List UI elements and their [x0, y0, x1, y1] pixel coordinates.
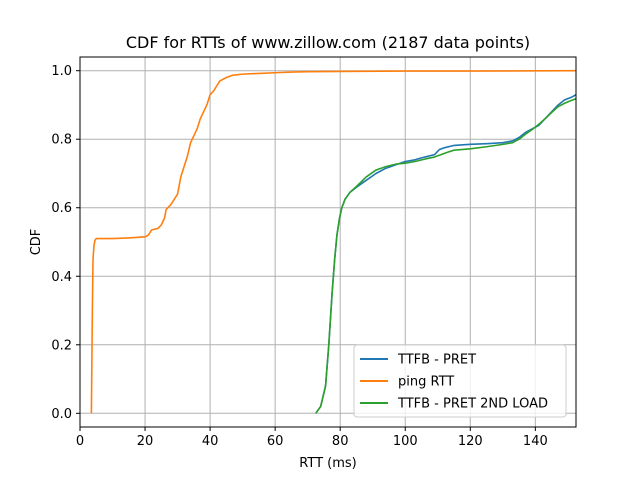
axis-ticks: 0 20 40 60 80 100 120 140 0.0 0.2 0.4 0.6 0.8 1.0	[51, 64, 547, 449]
legend-entry: TTFB - PRET 2ND LOAD	[397, 397, 548, 412]
legend-entry: TTFB - PRET	[397, 353, 476, 368]
x-tick-label: 80	[332, 434, 349, 449]
x-tick-label: 60	[267, 434, 284, 449]
y-tick-label: 0.6	[51, 201, 72, 216]
y-tick-label: 1.0	[51, 64, 72, 79]
x-tick-label: 20	[137, 434, 154, 449]
x-tick-label: 140	[523, 434, 548, 449]
plot-frame	[79, 56, 577, 428]
legend: TTFB - PRET ping RTT TTFB - PRET 2ND LOAD	[353, 344, 567, 418]
series-line-3	[315, 98, 576, 414]
x-tick-label: 100	[393, 434, 418, 449]
y-tick-label: 0.8	[51, 133, 72, 148]
y-tick-label: 0.2	[51, 338, 72, 353]
x-tick-label: 40	[202, 434, 219, 449]
series-line-2	[90, 69, 576, 414]
y-axis-label: CDF	[29, 229, 44, 256]
x-tick-label: 0	[76, 434, 84, 449]
legend-box	[353, 344, 567, 418]
y-tick-label: 0.4	[51, 270, 72, 285]
x-axis-label: RTT (ms)	[299, 456, 356, 471]
x-tick-label: 120	[458, 434, 483, 449]
legend-entry: ping RTT	[398, 375, 454, 390]
series-lines	[90, 69, 576, 414]
chart-title: CDF for RTTs of www.zillow.com (2187 dat…	[126, 33, 530, 52]
y-tick-label: 0.0	[51, 407, 72, 422]
